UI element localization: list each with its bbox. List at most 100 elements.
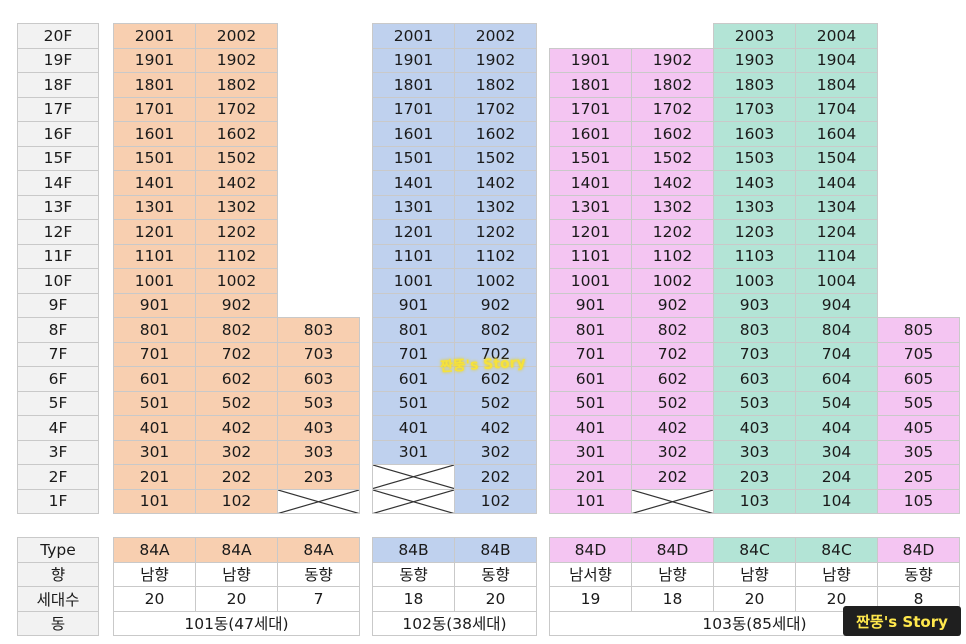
unit-cell: 401 bbox=[549, 415, 632, 441]
unit-cell: 403 bbox=[277, 415, 360, 441]
unit-cell: 202 bbox=[631, 464, 714, 490]
unit-cell: 402 bbox=[631, 415, 714, 441]
unit-cell: 604 bbox=[795, 366, 878, 392]
unit-cell: 302 bbox=[195, 439, 278, 465]
unit-cell: 1304 bbox=[795, 194, 878, 220]
unit-cell: 503 bbox=[277, 390, 360, 416]
unit-cell: 903 bbox=[713, 292, 796, 318]
unit-cell: 1001 bbox=[372, 268, 455, 294]
unit-cell: 602 bbox=[631, 366, 714, 392]
unit-cell: 603 bbox=[277, 366, 360, 392]
unit-cell: 402 bbox=[195, 415, 278, 441]
floor-label: 6F bbox=[17, 366, 99, 392]
unit-cell: 303 bbox=[277, 439, 360, 465]
unit-cell: 1303 bbox=[713, 194, 796, 220]
unit-cell: 1101 bbox=[549, 243, 632, 269]
unit-cell: 1003 bbox=[713, 268, 796, 294]
unit-cell: 1302 bbox=[631, 194, 714, 220]
summary-row-label: Type bbox=[17, 537, 99, 563]
unit-cell: 304 bbox=[795, 439, 878, 465]
unit-cell: 2001 bbox=[113, 23, 196, 49]
unit-cell: 103 bbox=[713, 488, 796, 514]
floor-label: 18F bbox=[17, 72, 99, 98]
unit-cell: 802 bbox=[454, 317, 537, 343]
unit-cell: 1002 bbox=[631, 268, 714, 294]
unit-type-cell: 84A bbox=[195, 537, 278, 563]
unit-cell: 1802 bbox=[195, 72, 278, 98]
household-count-cell: 19 bbox=[549, 586, 632, 612]
unit-cell: 1103 bbox=[713, 243, 796, 269]
unit-cell: 801 bbox=[113, 317, 196, 343]
unit-cell: 1001 bbox=[113, 268, 196, 294]
unit-cell: 802 bbox=[631, 317, 714, 343]
unit-cell: 501 bbox=[113, 390, 196, 416]
unit-type-cell: 84C bbox=[713, 537, 796, 563]
unit-cell: 101 bbox=[113, 488, 196, 514]
no-unit-cross bbox=[631, 488, 714, 514]
direction-cell: 남향 bbox=[113, 561, 196, 587]
household-count-cell: 7 bbox=[277, 586, 360, 612]
unit-type-cell: 84D bbox=[631, 537, 714, 563]
unit-cell: 1501 bbox=[113, 145, 196, 171]
unit-cell: 1201 bbox=[113, 219, 196, 245]
unit-cell: 303 bbox=[713, 439, 796, 465]
unit-cell: 605 bbox=[877, 366, 960, 392]
unit-cell: 1401 bbox=[549, 170, 632, 196]
summary-row-label: 향 bbox=[17, 561, 99, 587]
direction-cell: 남향 bbox=[713, 561, 796, 587]
unit-cell: 601 bbox=[372, 366, 455, 392]
unit-cell: 202 bbox=[454, 464, 537, 490]
unit-cell: 1102 bbox=[631, 243, 714, 269]
direction-cell: 동향 bbox=[277, 561, 360, 587]
unit-cell: 1301 bbox=[372, 194, 455, 220]
household-count-cell: 20 bbox=[713, 586, 796, 612]
story-logo: 짠뚱's Story bbox=[843, 606, 961, 636]
unit-type-cell: 84D bbox=[877, 537, 960, 563]
floor-label: 7F bbox=[17, 341, 99, 367]
unit-cell: 603 bbox=[713, 366, 796, 392]
unit-cell: 1904 bbox=[795, 47, 878, 73]
unit-cell: 803 bbox=[277, 317, 360, 343]
unit-cell: 1804 bbox=[795, 72, 878, 98]
unit-cell: 1402 bbox=[195, 170, 278, 196]
unit-cell: 501 bbox=[549, 390, 632, 416]
unit-cell: 1503 bbox=[713, 145, 796, 171]
unit-cell: 1602 bbox=[454, 121, 537, 147]
floor-label: 1F bbox=[17, 488, 99, 514]
unit-type-cell: 84B bbox=[454, 537, 537, 563]
unit-cell: 704 bbox=[795, 341, 878, 367]
unit-cell: 1404 bbox=[795, 170, 878, 196]
unit-cell: 202 bbox=[195, 464, 278, 490]
unit-cell: 301 bbox=[549, 439, 632, 465]
unit-cell: 2002 bbox=[195, 23, 278, 49]
unit-cell: 602 bbox=[195, 366, 278, 392]
floor-label: 12F bbox=[17, 219, 99, 245]
unit-cell: 901 bbox=[372, 292, 455, 318]
unit-cell: 901 bbox=[549, 292, 632, 318]
building-101-cell: 101동(47세대) bbox=[113, 610, 360, 636]
unit-cell: 1802 bbox=[454, 72, 537, 98]
unit-type-cell: 84C bbox=[795, 537, 878, 563]
unit-cell: 1302 bbox=[195, 194, 278, 220]
unit-cell: 505 bbox=[877, 390, 960, 416]
unit-type-cell: 84A bbox=[113, 537, 196, 563]
unit-cell: 702 bbox=[195, 341, 278, 367]
household-count-cell: 18 bbox=[631, 586, 714, 612]
unit-cell: 1802 bbox=[631, 72, 714, 98]
direction-cell: 남서향 bbox=[549, 561, 632, 587]
floor-label: 14F bbox=[17, 170, 99, 196]
unit-cell: 1402 bbox=[454, 170, 537, 196]
unit-cell: 1502 bbox=[195, 145, 278, 171]
unit-cell: 1501 bbox=[372, 145, 455, 171]
unit-cell: 1101 bbox=[113, 243, 196, 269]
unit-cell: 804 bbox=[795, 317, 878, 343]
unit-cell: 902 bbox=[195, 292, 278, 318]
unit-cell: 1901 bbox=[113, 47, 196, 73]
floor-label: 2F bbox=[17, 464, 99, 490]
unit-cell: 1203 bbox=[713, 219, 796, 245]
unit-cell: 902 bbox=[631, 292, 714, 318]
direction-cell: 남향 bbox=[195, 561, 278, 587]
unit-type-cell: 84D bbox=[549, 537, 632, 563]
unit-cell: 901 bbox=[113, 292, 196, 318]
unit-cell: 1603 bbox=[713, 121, 796, 147]
